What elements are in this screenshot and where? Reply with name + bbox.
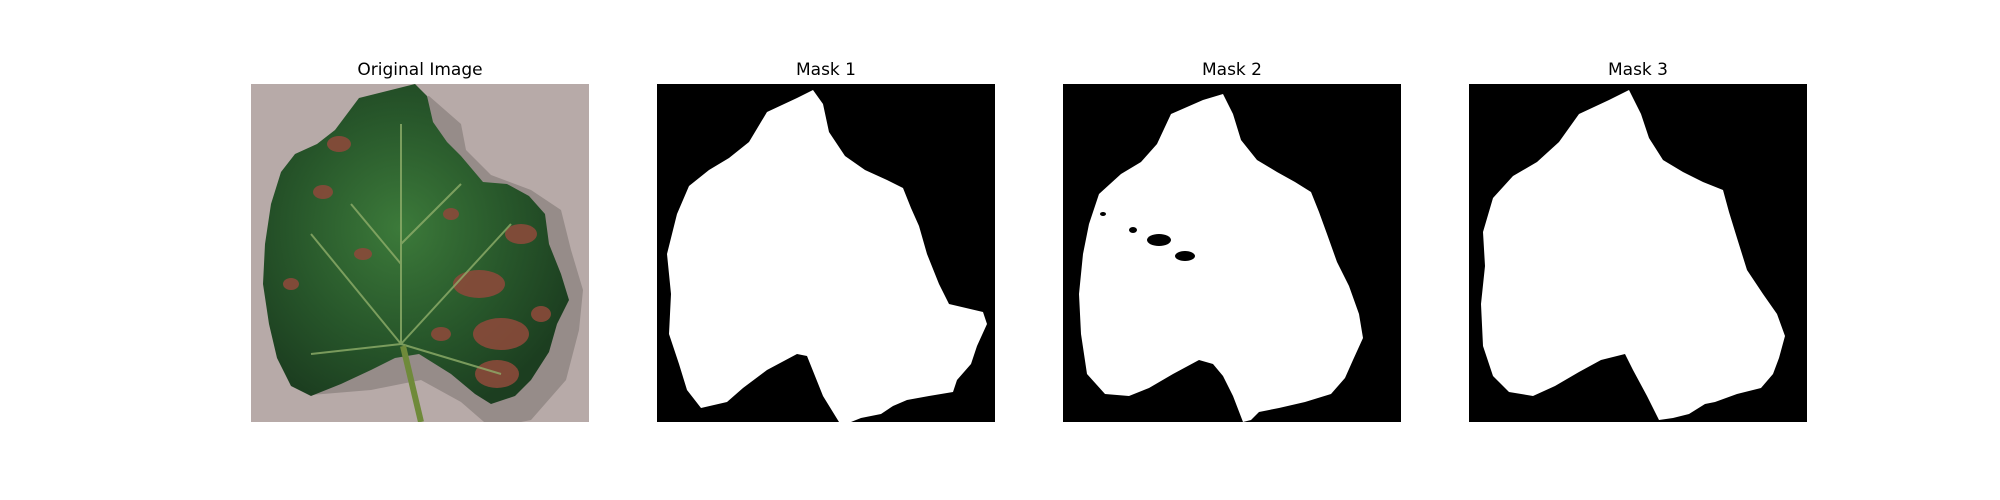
panel-mask-3: Mask 3 [1469,57,1807,422]
panel-title-mask-1: Mask 1 [795,60,856,80]
mask-1-svg [657,84,995,422]
mask-2-leaf [1079,94,1363,422]
mask-2-holes [1100,212,1195,261]
mask-1-image [657,84,995,422]
leaf-veins [310,124,512,375]
panel-original-image: Original Image [251,57,589,422]
leaf-photo-svg [251,84,589,422]
mask-3-image [1469,84,1807,422]
leaf-stem [400,345,424,422]
mask-2-image [1063,84,1401,422]
mask-2-svg [1063,84,1401,422]
panel-title-mask-3: Mask 3 [1607,60,1668,80]
mask-3-leaf [1481,90,1785,420]
mask-3-svg [1469,84,1807,422]
leaf-lesions [283,136,551,388]
panel-mask-2: Mask 2 [1063,57,1401,422]
original-leaf-photo [251,84,589,422]
panel-title-mask-2: Mask 2 [1201,60,1262,80]
panel-mask-1: Mask 1 [657,57,995,422]
mask-1-leaf [667,90,987,422]
panel-title-original-image: Original Image [357,60,483,80]
